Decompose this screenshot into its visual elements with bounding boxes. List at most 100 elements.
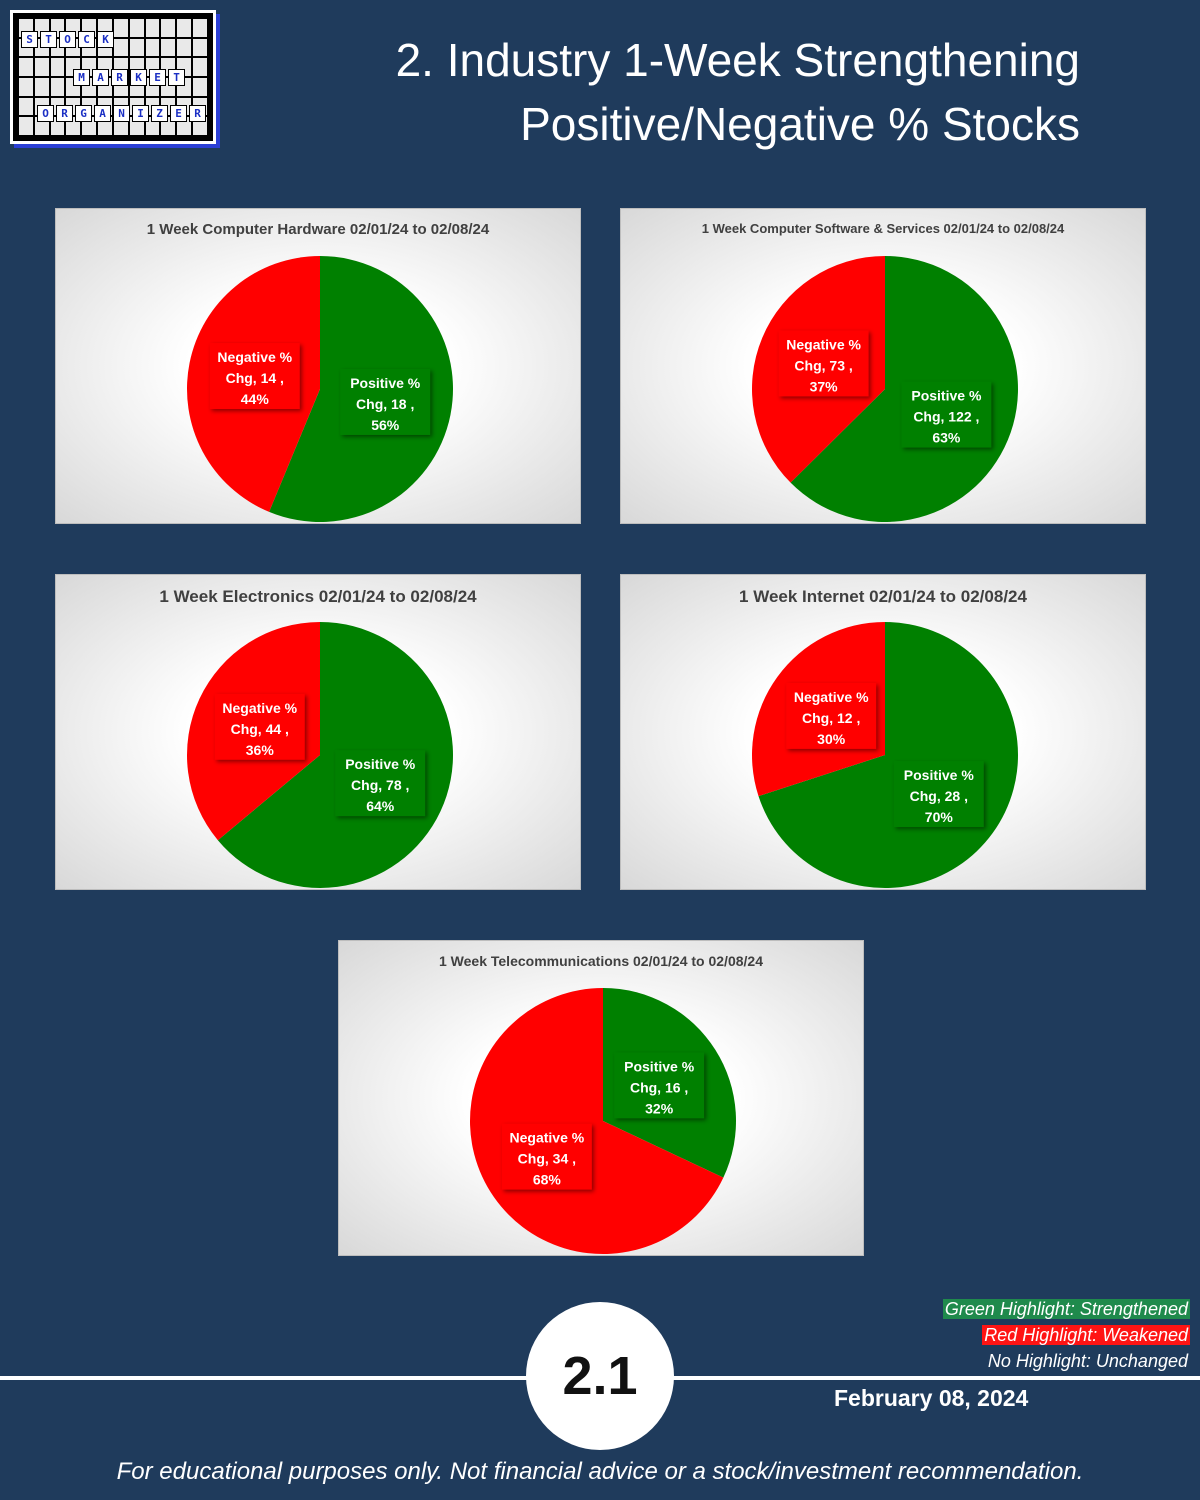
logo-letter: R bbox=[111, 69, 128, 86]
logo-grid-cell bbox=[161, 19, 176, 37]
data-label-text: Negative % bbox=[222, 700, 297, 716]
data-label: Negative % Chg, 12 , 30% bbox=[786, 682, 877, 749]
data-label-text: Chg, 18 , bbox=[356, 396, 414, 412]
data-label-box bbox=[501, 1123, 592, 1190]
logo-letter: A bbox=[92, 69, 109, 86]
data-label-text: 30% bbox=[817, 731, 846, 747]
logo-grid-cell bbox=[193, 58, 207, 76]
data-label-text: 36% bbox=[246, 742, 275, 758]
page-title-line2: Positive/Negative % Stocks bbox=[520, 98, 1080, 150]
disclaimer: For educational purposes only. Not finan… bbox=[116, 1458, 1084, 1485]
data-label-text: Chg, 12 , bbox=[802, 710, 860, 726]
data-label-text: 37% bbox=[810, 378, 839, 394]
data-label-box bbox=[209, 343, 300, 410]
logo-grid-cell bbox=[129, 38, 144, 57]
logo-grid-cell bbox=[193, 38, 207, 57]
highlight-legend: Green Highlight: Strengthened Red Highli… bbox=[942, 1296, 1190, 1374]
chart-card-computer-hardware: 1 Week Computer Hardware 02/01/24 to 02/… bbox=[55, 208, 581, 524]
pie-chart-telecommunications: Positive % Chg, 16 , 32% Negative % Chg, 34 … bbox=[470, 988, 736, 1254]
data-label-text: Chg, 78 , bbox=[351, 777, 409, 793]
data-label: Positive % Chg, 122 , 63% bbox=[901, 381, 992, 448]
data-label: Positive % Chg, 16 , 32% bbox=[614, 1052, 705, 1119]
data-label-text: Chg, 122 , bbox=[913, 409, 979, 425]
data-label-box bbox=[614, 1052, 705, 1119]
logo-letter: O bbox=[37, 105, 54, 122]
data-label-text: Positive % bbox=[345, 756, 416, 772]
chart-title: 1 Week Computer Software & Services 02/0… bbox=[701, 221, 1065, 236]
data-label-box bbox=[335, 750, 426, 817]
data-label-text: Negative % bbox=[510, 1130, 585, 1146]
data-label-box bbox=[901, 381, 992, 448]
logo-grid-cell bbox=[19, 77, 33, 96]
logo-letter: T bbox=[40, 31, 57, 48]
data-label-text: 64% bbox=[366, 798, 395, 814]
data-label-text: 44% bbox=[241, 391, 270, 407]
data-label-text: 63% bbox=[932, 430, 961, 446]
data-label-text: Positive % bbox=[624, 1058, 695, 1074]
logo-grid-cell bbox=[161, 38, 176, 57]
data-label-text: Chg, 14 , bbox=[226, 370, 284, 386]
data-label-text: Chg, 34 , bbox=[518, 1151, 576, 1167]
data-label-text: Chg, 73 , bbox=[794, 357, 852, 373]
chart-title: 1 Week Electronics 02/01/24 to 02/08/24 bbox=[159, 587, 477, 606]
pie-chart-internet: Positive % Chg, 28 , 70% Negative % Chg, 12 … bbox=[752, 622, 1018, 888]
logo-grid-cell bbox=[193, 77, 207, 96]
logo-grid-cell bbox=[177, 19, 192, 37]
legend-weakened: Red Highlight: Weakened bbox=[982, 1325, 1190, 1345]
data-label: Negative % Chg, 34 , 68% bbox=[501, 1123, 592, 1190]
page-title: 2. Industry 1-Week Strengthening Positiv… bbox=[260, 28, 1080, 156]
data-label-box bbox=[786, 682, 877, 749]
chart-card-internet: 1 Week Internet 02/01/24 to 02/08/24 Pos… bbox=[620, 574, 1146, 890]
report-date: February 08, 2024 bbox=[834, 1385, 1029, 1411]
logo-letter: N bbox=[113, 105, 130, 122]
logo-letter: O bbox=[59, 31, 76, 48]
data-label-box bbox=[214, 693, 305, 760]
logo-letter: K bbox=[130, 69, 147, 86]
chart-title: 1 Week Telecommunications 02/01/24 to 02… bbox=[439, 953, 763, 969]
logo-letter: C bbox=[78, 31, 95, 48]
logo-grid-cell bbox=[145, 19, 160, 37]
logo-grid-cell bbox=[19, 117, 33, 135]
logo-letter: M bbox=[73, 69, 90, 86]
data-label-text: 68% bbox=[533, 1172, 562, 1188]
data-label-text: Negative % bbox=[794, 689, 869, 705]
page-number-badge: 2.1 bbox=[526, 1302, 674, 1450]
page-title-line1: 2. Industry 1-Week Strengthening bbox=[395, 34, 1080, 86]
pie-chart-computer-software: Positive % Chg, 122 , 63% Negative % Chg, 73… bbox=[752, 256, 1018, 522]
pie-chart-electronics: Positive % Chg, 78 , 64% Negative % Chg, 44 … bbox=[187, 622, 454, 888]
data-label-text: Negative % bbox=[786, 336, 861, 352]
chart-title: 1 Week Computer Hardware 02/01/24 to 02/… bbox=[146, 221, 490, 238]
logo-letter: E bbox=[149, 69, 166, 86]
data-label-text: Positive % bbox=[350, 375, 421, 391]
chart-card-electronics: 1 Week Electronics 02/01/24 to 02/08/24 … bbox=[55, 574, 581, 890]
logo-letter: R bbox=[56, 105, 73, 122]
logo-grid-cell bbox=[34, 77, 49, 96]
logo-grid-cell bbox=[113, 38, 128, 57]
data-label: Positive % Chg, 78 , 64% bbox=[335, 750, 426, 817]
logo-grid-cell bbox=[50, 58, 65, 76]
logo-grid-cell bbox=[19, 58, 33, 76]
data-label-box bbox=[893, 761, 984, 828]
data-label: Negative % Chg, 44 , 36% bbox=[214, 693, 305, 760]
logo-letter: T bbox=[168, 69, 185, 86]
data-label-text: 32% bbox=[645, 1100, 674, 1116]
logo-letter: R bbox=[189, 105, 206, 122]
logo-letter: S bbox=[21, 31, 38, 48]
data-label: Positive % Chg, 28 , 70% bbox=[893, 761, 984, 828]
chart-card-telecommunications: 1 Week Telecommunications 02/01/24 to 02… bbox=[338, 940, 864, 1256]
logo-grid-cell bbox=[50, 77, 65, 96]
logo-grid-cell bbox=[113, 19, 128, 37]
legend-unchanged: No Highlight: Unchanged bbox=[987, 1351, 1188, 1371]
logo-grid-cell bbox=[34, 58, 49, 76]
logo-grid-cell bbox=[193, 19, 207, 37]
logo-grid-cell bbox=[177, 38, 192, 57]
legend-strengthened: Green Highlight: Strengthened bbox=[942, 1299, 1190, 1319]
chart-title: 1 Week Internet 02/01/24 to 02/08/24 bbox=[739, 587, 1027, 606]
logo-letter: A bbox=[94, 105, 111, 122]
data-label-text: Chg, 44 , bbox=[231, 721, 289, 737]
data-label-box bbox=[340, 368, 431, 435]
data-label: Negative % Chg, 73 , 37% bbox=[778, 330, 869, 397]
